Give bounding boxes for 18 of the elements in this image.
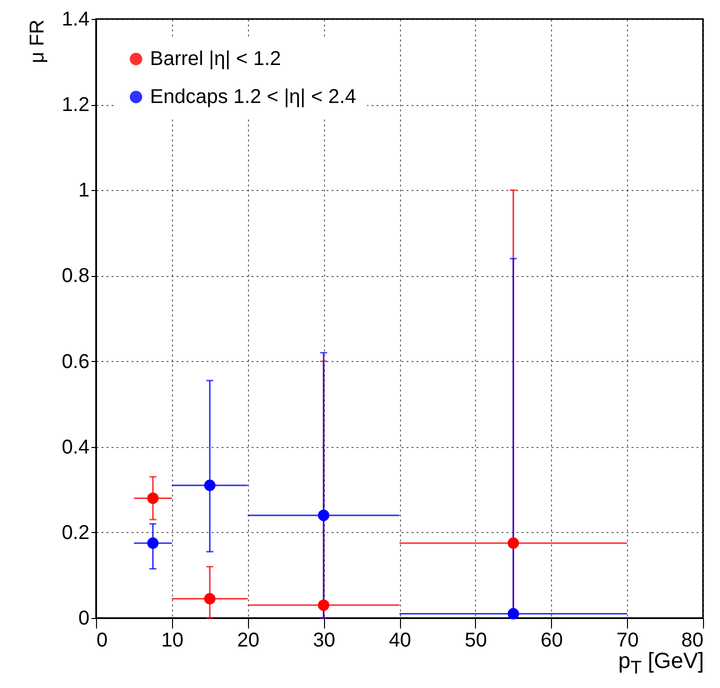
- x-tick-label: 0: [96, 630, 108, 652]
- x-tick-label: 60: [540, 630, 563, 652]
- x-tick-label: 50: [464, 630, 487, 652]
- y-axis-title: μ FR: [26, 20, 49, 64]
- y-tick-label: 0.6: [62, 350, 90, 373]
- legend-label: Endcaps 1.2 < |η| < 2.4: [150, 86, 356, 108]
- y-tick-label: 0.4: [62, 436, 90, 458]
- legend-label: Barrel |η| < 1.2: [150, 48, 282, 70]
- x-tick-label: 30: [313, 630, 336, 652]
- x-tick-label: 40: [388, 630, 412, 652]
- x-tick-label: 20: [237, 630, 260, 652]
- y-tick-label: 0.8: [62, 265, 90, 288]
- y-tick-label: 1: [78, 180, 90, 202]
- y-tick-label: 1.4: [62, 8, 90, 30]
- x-tick-label: 10: [161, 630, 184, 652]
- y-tick-label: 0: [78, 608, 90, 630]
- y-tick-label: 1.2: [62, 94, 90, 116]
- y-tick-label: 0.2: [62, 522, 90, 544]
